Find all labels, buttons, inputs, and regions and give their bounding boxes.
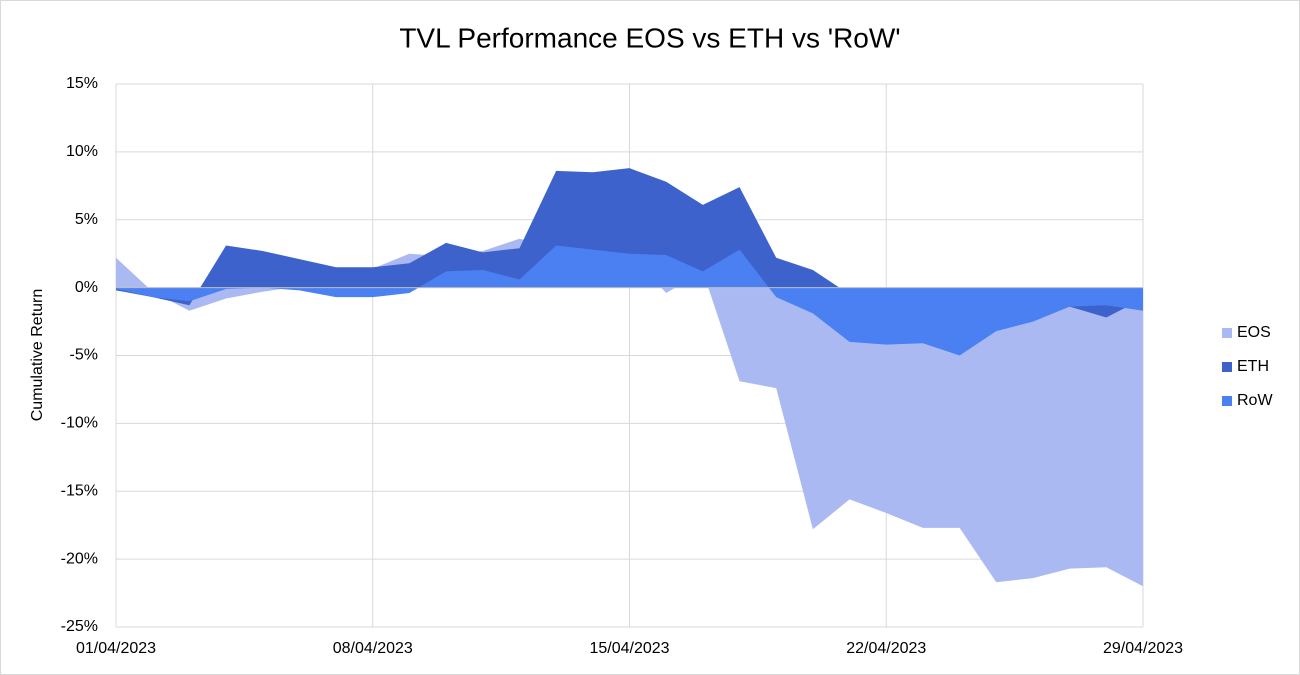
x-tick-label: 01/04/2023 (76, 640, 156, 657)
y-axis-label: Cumulative Return (29, 289, 46, 422)
y-tick-label: -10% (61, 415, 98, 432)
y-tick-label: 10% (66, 143, 98, 160)
x-tick-label: 29/04/2023 (1103, 640, 1183, 657)
y-tick-label: -5% (70, 347, 98, 364)
x-tick-label: 15/04/2023 (589, 640, 669, 657)
y-tick-label: -25% (61, 618, 98, 635)
legend-label: EOS (1237, 324, 1271, 341)
legend-label: ETH (1237, 358, 1269, 375)
y-tick-label: 5% (75, 211, 98, 228)
x-tick-label: 22/04/2023 (846, 640, 926, 657)
x-tick-label: 08/04/2023 (333, 640, 413, 657)
legend-swatch (1222, 396, 1232, 406)
y-tick-label: -20% (61, 550, 98, 567)
y-tick-label: 0% (75, 279, 98, 296)
legend-label: RoW (1237, 392, 1273, 409)
legend-swatch (1222, 328, 1232, 338)
chart-title: TVL Performance EOS vs ETH vs 'RoW' (399, 22, 900, 53)
area (116, 168, 1143, 318)
y-tick-label: -15% (61, 482, 98, 499)
y-tick-label: 15% (66, 75, 98, 92)
legend-swatch (1222, 362, 1232, 372)
area (116, 245, 1143, 356)
